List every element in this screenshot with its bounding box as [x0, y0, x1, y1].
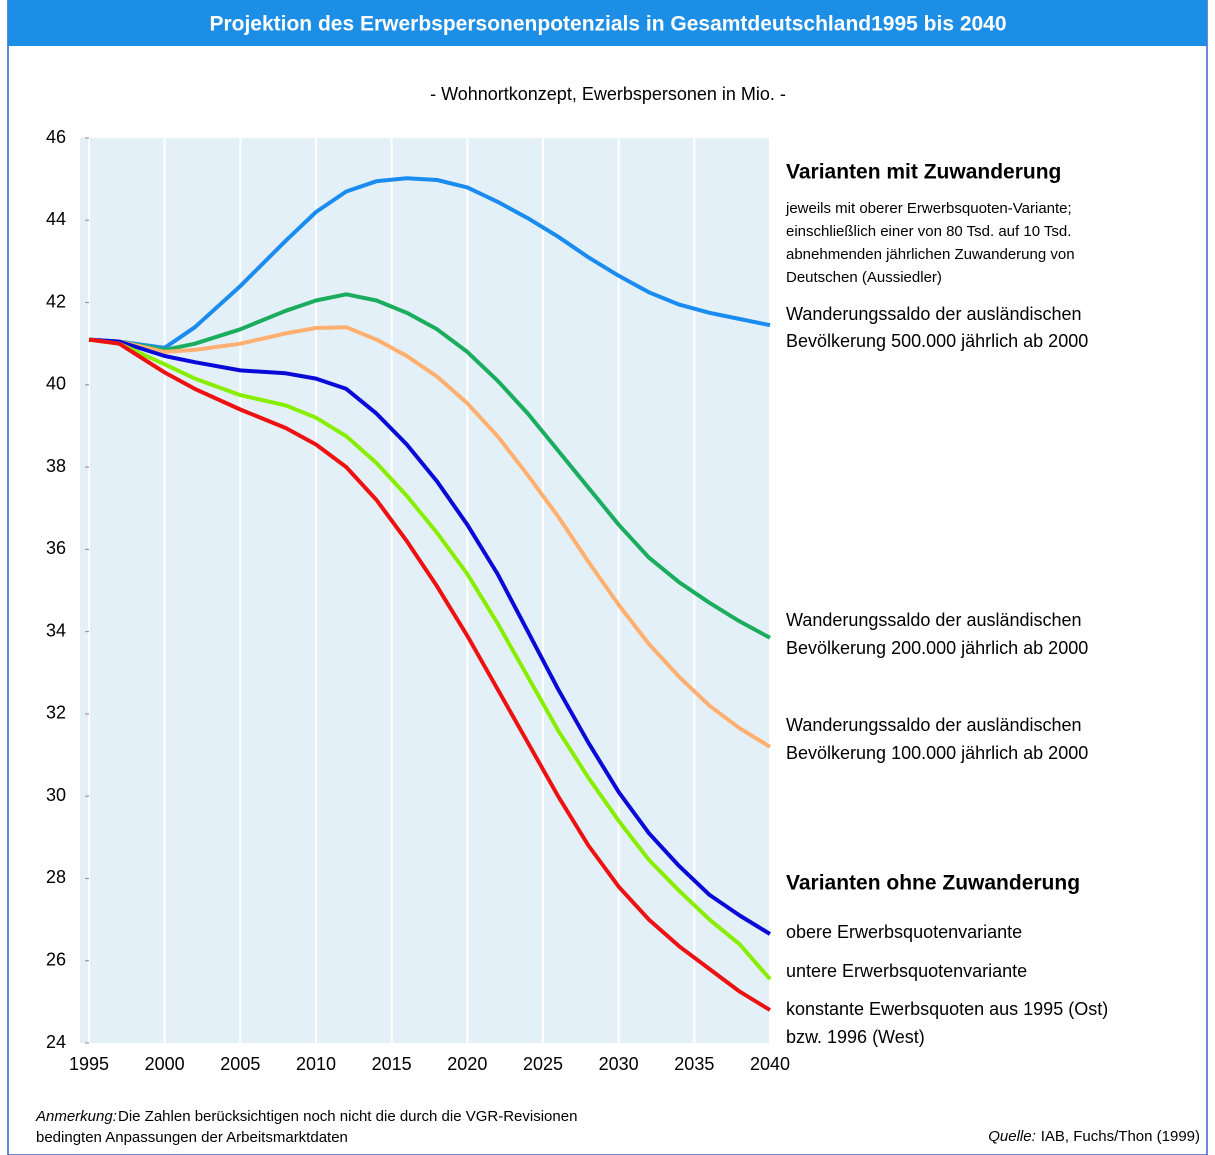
series-line	[88, 325, 772, 749]
series-label: Wanderungssaldo der ausländischen	[786, 304, 1082, 324]
x-tick-label: 2025	[523, 1054, 563, 1074]
chart-title: Projektion des Erwerbspersonenpotenzials…	[209, 13, 1006, 36]
note: Die Zahlen berücksichtigen noch nicht di…	[118, 1108, 577, 1125]
y-tick-label: 34	[46, 620, 66, 640]
group-note: jeweils mit oberer Erwerbsquoten-Variant…	[785, 200, 1072, 217]
y-tick-label: 28	[46, 867, 66, 887]
series-label: konstante Ewerbsquoten aus 1995 (Ost)	[786, 999, 1108, 1019]
y-tick-label: 24	[46, 1032, 66, 1052]
series-line	[88, 176, 771, 350]
series-label: Bevölkerung 100.000 jährlich ab 2000	[786, 743, 1088, 763]
x-tick-label: 2020	[447, 1054, 487, 1074]
group-note: Deutschen (Aussiedler)	[786, 269, 942, 286]
y-tick-label: 30	[46, 785, 66, 805]
y-tick-label: 42	[46, 291, 66, 311]
series-line	[88, 337, 772, 1012]
series-line	[88, 337, 772, 981]
series-line	[88, 292, 771, 640]
series-label: Bevölkerung 500.000 jährlich ab 2000	[786, 331, 1088, 351]
series-label: untere Erwerbsquotenvariante	[786, 961, 1027, 981]
x-tick-label: 2030	[599, 1054, 639, 1074]
y-tick-label: 32	[46, 703, 66, 723]
x-tick-label: 2005	[220, 1054, 260, 1074]
y-tick-label: 40	[46, 374, 66, 394]
note-label: Anmerkung:	[35, 1108, 117, 1125]
y-tick-label: 26	[46, 949, 66, 969]
x-tick-label: 2040	[750, 1054, 790, 1074]
series-line	[88, 337, 772, 936]
y-tick-label: 46	[46, 127, 66, 147]
x-tick-label: 2015	[372, 1054, 412, 1074]
series-label: Wanderungssaldo der ausländischen	[786, 715, 1082, 735]
group-header: Varianten mit Zuwanderung	[786, 161, 1061, 184]
y-tick-label: 38	[46, 456, 66, 476]
subtitle: - Wohnortkonzept, Ewerbspersonen in Mio.…	[430, 84, 786, 104]
series-label: Bevölkerung 200.000 jährlich ab 2000	[786, 638, 1088, 658]
group-note: abnehmenden jährlichen Zuwanderung von	[786, 246, 1075, 263]
plot-area	[80, 138, 770, 1043]
y-tick-label: 36	[46, 538, 66, 558]
x-tick-label: 2010	[296, 1054, 336, 1074]
series-label: Wanderungssaldo der ausländischen	[786, 610, 1082, 630]
source: Quelle: IAB, Fuchs/Thon (1999)	[988, 1128, 1200, 1145]
series-label: obere Erwerbsquotenvariante	[786, 922, 1022, 942]
group-note: einschließlich einer von 80 Tsd. auf 10 …	[786, 223, 1071, 240]
y-tick-label: 44	[46, 209, 66, 229]
x-tick-label: 2000	[145, 1054, 185, 1074]
x-tick-label: 2035	[674, 1054, 714, 1074]
group-header: Varianten ohne Zuwanderung	[786, 872, 1080, 895]
source-label: Quelle:	[988, 1128, 1036, 1145]
x-tick-label: 1995	[69, 1054, 109, 1074]
note: bedingten Anpassungen der Arbeitsmarktda…	[36, 1129, 348, 1146]
series-label: bzw. 1996 (West)	[786, 1027, 925, 1047]
header-bar	[8, 0, 1207, 46]
source-text: IAB, Fuchs/Thon (1999)	[1041, 1128, 1200, 1145]
